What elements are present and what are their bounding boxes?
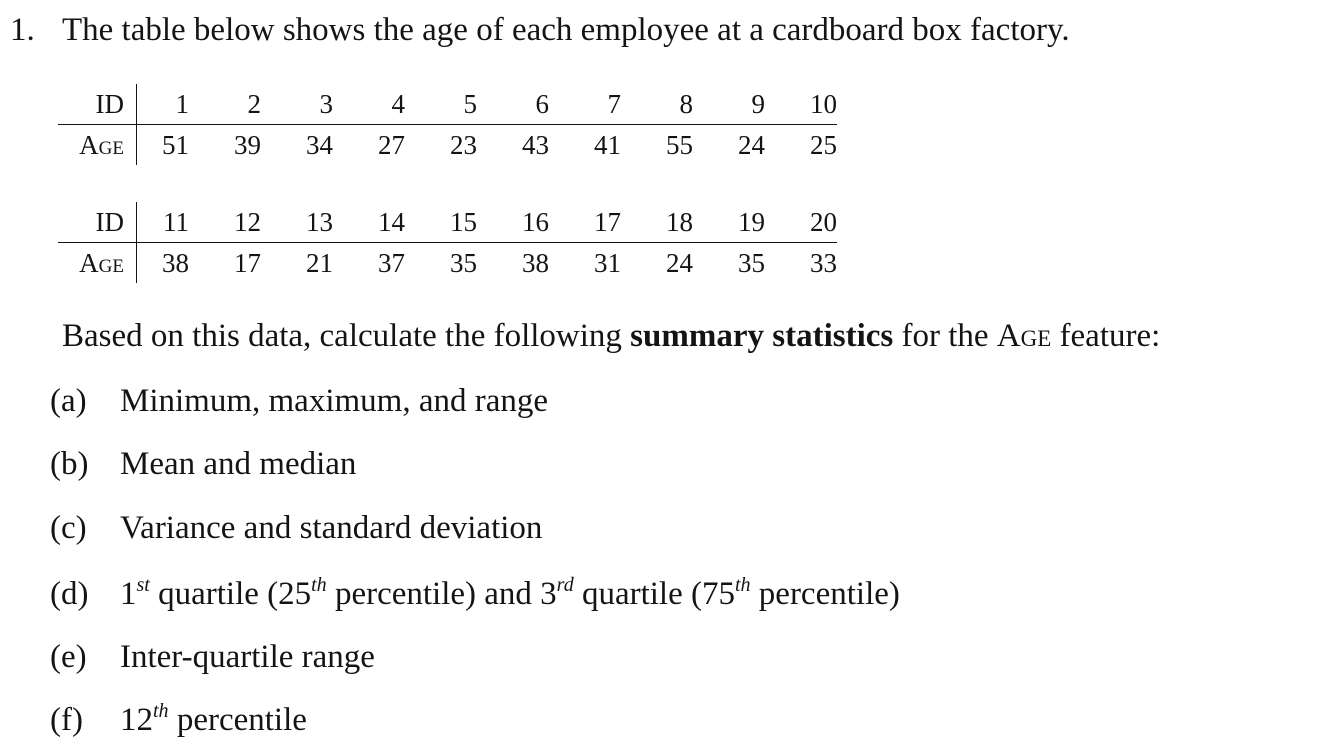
age-cell: 34: [306, 129, 333, 160]
age-cell: 35: [450, 247, 477, 278]
age-cell: 25: [810, 129, 837, 160]
age-cell: 43: [522, 129, 549, 160]
item-label: (d): [50, 576, 89, 612]
id-cell: 10: [765, 84, 837, 125]
table-row-id: ID 11 12 13 14 15 16 17 18 19 20: [58, 202, 837, 243]
item-text: quartile (75: [573, 576, 735, 612]
id-cell: 18: [621, 202, 693, 243]
age-header: Age: [58, 242, 137, 283]
list-item: (e) Inter-quartile range: [50, 639, 375, 676]
age-cell: 51: [162, 129, 189, 160]
ordinal-suffix: th: [734, 574, 751, 596]
item-text: quartile (25: [149, 576, 312, 612]
id-cell: 2: [189, 84, 261, 125]
instruction-text: Based on this data, calculate the follow…: [62, 318, 1160, 355]
list-item: (a) Minimum, maximum, and range: [50, 383, 548, 420]
ordinal-suffix: th: [153, 700, 169, 722]
id-cell: 7: [549, 84, 621, 125]
table-row-age: Age 38 17 21 37 35 38 31 24 35 33: [58, 242, 837, 283]
item-text: 12: [120, 702, 153, 738]
item-text: Inter-quartile range: [120, 639, 375, 675]
ordinal-suffix: rd: [556, 574, 574, 596]
id-cell: 4: [333, 84, 405, 125]
table-row-id: ID 1 2 3 4 5 6 7 8 9 10: [58, 84, 837, 125]
item-label: (e): [50, 639, 87, 675]
item-text: Minimum, maximum, and range: [120, 383, 549, 419]
age-cell: 17: [234, 247, 261, 278]
id-cell: 1: [136, 84, 189, 125]
age-table-1: ID 1 2 3 4 5 6 7 8 9 10 Age 51 39 34 27 …: [58, 84, 837, 165]
age-cell: 35: [738, 247, 765, 278]
item-label: (f): [50, 702, 83, 738]
id-cell: 13: [261, 202, 333, 243]
age-cell: 55: [666, 129, 693, 160]
list-item: (d) 1st quartile (25th percentile) and 3r…: [50, 574, 900, 613]
age-cell: 24: [738, 129, 765, 160]
age-table-2: ID 11 12 13 14 15 16 17 18 19 20 Age 38 …: [58, 202, 837, 283]
instruction-part: for the: [893, 318, 997, 354]
instruction-part: feature:: [1051, 318, 1161, 354]
ordinal-suffix: th: [311, 574, 327, 596]
item-text: percentile): [750, 576, 900, 612]
age-cell: 37: [378, 247, 405, 278]
age-cell: 27: [378, 129, 405, 160]
age-cell: 39: [234, 129, 261, 160]
id-cell: 15: [405, 202, 477, 243]
age-cell: 41: [594, 129, 621, 160]
feature-name: Age: [996, 318, 1052, 354]
id-cell: 19: [693, 202, 765, 243]
age-cell: 31: [594, 247, 621, 278]
list-item: (f) 12th percentile: [50, 700, 307, 739]
id-header: ID: [58, 84, 137, 125]
id-cell: 11: [136, 202, 189, 243]
question-number: 1.: [10, 12, 35, 48]
age-cell: 38: [522, 247, 549, 278]
instruction-part: Based on this data, calculate the follow…: [62, 318, 631, 354]
age-cell: 33: [810, 247, 837, 278]
instruction-emphasis: summary statistics: [630, 318, 894, 354]
item-text: Variance and standard deviation: [120, 510, 543, 546]
item-text: 1: [120, 576, 137, 612]
id-cell: 5: [405, 84, 477, 125]
age-cell: 23: [450, 129, 477, 160]
id-cell: 16: [477, 202, 549, 243]
id-cell: 12: [189, 202, 261, 243]
item-label: (a): [50, 383, 87, 419]
item-text: percentile: [168, 702, 307, 738]
item-label: (b): [50, 446, 89, 482]
question-text: The table below shows the age of each em…: [62, 12, 1070, 48]
age-cell: 24: [666, 247, 693, 278]
item-label: (c): [50, 510, 87, 546]
id-cell: 8: [621, 84, 693, 125]
id-header: ID: [58, 202, 137, 243]
table-row-age: Age 51 39 34 27 23 43 41 55 24 25: [58, 124, 837, 165]
id-cell: 17: [549, 202, 621, 243]
age-cell: 21: [306, 247, 333, 278]
age-cell: 38: [162, 247, 189, 278]
id-cell: 14: [333, 202, 405, 243]
item-text: Mean and median: [120, 446, 357, 482]
list-item: (b) Mean and median: [50, 446, 356, 483]
list-item: (c) Variance and standard deviation: [50, 510, 542, 547]
age-header: Age: [58, 124, 137, 165]
id-cell: 20: [765, 202, 837, 243]
item-text: percentile) and 3: [326, 576, 557, 612]
id-cell: 6: [477, 84, 549, 125]
id-cell: 9: [693, 84, 765, 125]
ordinal-suffix: st: [136, 574, 150, 596]
id-cell: 3: [261, 84, 333, 125]
